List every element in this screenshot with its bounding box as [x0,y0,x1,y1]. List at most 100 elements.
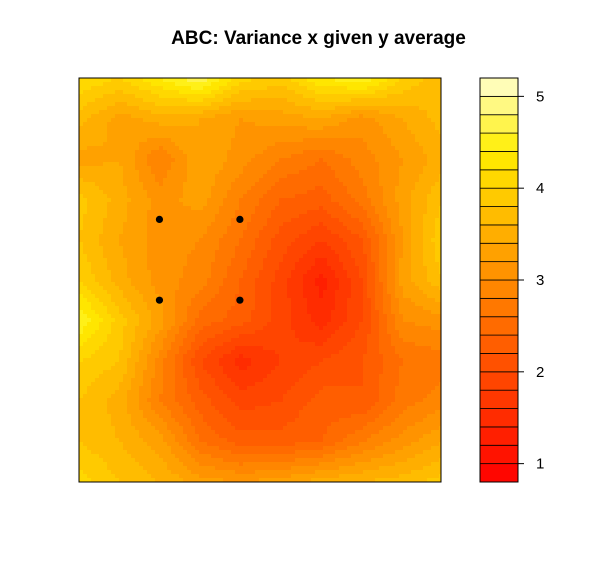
heatmap-cell [247,242,252,247]
heatmap-cell [251,194,256,199]
heatmap-cell [195,278,200,283]
heatmap-cell [351,194,356,199]
heatmap-cell [267,226,272,231]
heatmap-cell [315,126,320,131]
heatmap-cell [423,290,428,295]
heatmap-cell [271,134,276,139]
heatmap-cell [291,226,296,231]
heatmap-cell [399,214,404,219]
heatmap-cell [83,110,88,115]
heatmap-cell [131,78,136,83]
heatmap-cell [267,122,272,127]
heatmap-cell [211,226,216,231]
heatmap-cell [211,118,216,123]
heatmap-cell [111,238,116,243]
heatmap-cell [83,294,88,299]
heatmap-cell [367,174,372,179]
heatmap-cell [271,286,276,291]
heatmap-cell [255,130,260,135]
heatmap-cell [355,206,360,211]
heatmap-cell [387,186,392,191]
heatmap-cell [103,78,108,83]
heatmap-cell [203,218,208,223]
heatmap-cell [239,142,244,147]
heatmap-cell [83,186,88,191]
heatmap-cell [351,82,356,87]
heatmap-cell [267,130,272,135]
heatmap-cell [351,126,356,131]
heatmap-cell [319,270,324,275]
heatmap-cell [371,126,376,131]
heatmap-cell [387,162,392,167]
heatmap-cell [403,278,408,283]
heatmap-cell [99,194,104,199]
heatmap-cell [359,90,364,95]
heatmap-cell [351,158,356,163]
heatmap-cell [211,234,216,239]
heatmap-cell [255,86,260,91]
heatmap-cell [435,98,440,103]
heatmap-cell [131,238,136,243]
heatmap-cell [203,290,208,295]
heatmap-cell [235,278,240,283]
heatmap-cell [403,154,408,159]
heatmap-cell [143,118,148,123]
heatmap-cell [303,130,308,135]
heatmap-cell [415,274,420,279]
heatmap-cell [403,246,408,251]
heatmap-cell [159,82,164,87]
heatmap-cell [191,158,196,163]
heatmap-cell [211,138,216,143]
heatmap-cell [179,122,184,127]
heatmap-cell [407,122,412,127]
heatmap-cell [199,206,204,211]
heatmap-cell [191,86,196,91]
heatmap-cell [339,94,344,99]
heatmap-cell [283,250,288,255]
heatmap-cell [103,86,108,91]
heatmap-cell [259,122,264,127]
heatmap-cell [331,294,336,299]
heatmap-cell [107,226,112,231]
heatmap-cell [179,246,184,251]
heatmap-cell [119,110,124,115]
heatmap-cell [319,86,324,91]
heatmap-cell [259,290,264,295]
heatmap-cell [423,94,428,99]
heatmap-cell [119,130,124,135]
heatmap-cell [371,110,376,115]
heatmap-cell [311,126,316,131]
heatmap-cell [427,154,432,159]
heatmap-cell [343,146,348,151]
heatmap-cell [391,262,396,267]
heatmap-cell [243,94,248,99]
heatmap-cell [351,170,356,175]
heatmap-cell [123,182,128,187]
heatmap-cell [95,86,100,91]
heatmap-cell [155,174,160,179]
heatmap-cell [131,246,136,251]
heatmap-cell [427,278,432,283]
heatmap-cell [279,222,284,227]
heatmap-cell [295,134,300,139]
heatmap-cell [167,86,172,91]
heatmap-cell [151,158,156,163]
heatmap-cell [343,234,348,239]
heatmap-cell [199,182,204,187]
heatmap-cell [275,258,280,263]
heatmap-cell [303,250,308,255]
heatmap-cell [371,246,376,251]
heatmap-cell [411,270,416,275]
heatmap-cell [367,186,372,191]
heatmap-cell [191,126,196,131]
heatmap-cell [163,266,168,271]
heatmap-cell [435,126,440,131]
heatmap-cell [151,90,156,95]
heatmap-cell [195,94,200,99]
heatmap-cell [319,126,324,131]
heatmap-cell [335,190,340,195]
heatmap-cell [379,130,384,135]
heatmap-cell [311,82,316,87]
heatmap-cell [339,226,344,231]
heatmap-cell [139,98,144,103]
